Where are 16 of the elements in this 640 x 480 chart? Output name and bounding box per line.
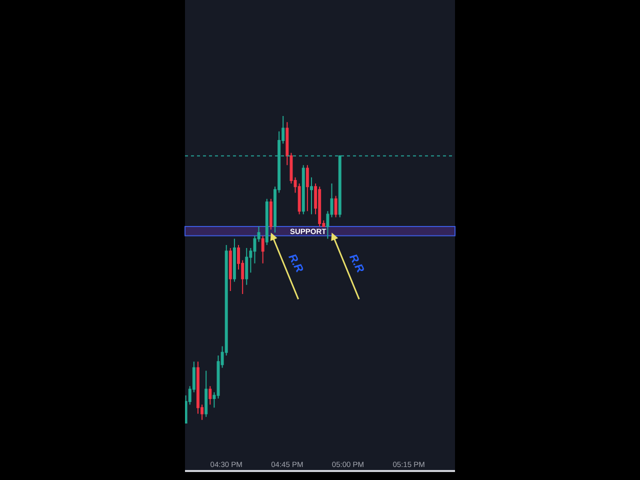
candlestick xyxy=(228,248,232,292)
candlestick xyxy=(245,248,248,286)
annotation: R.R xyxy=(346,252,366,275)
candlestick xyxy=(204,370,208,418)
candlestick xyxy=(269,198,272,230)
candlestick xyxy=(334,195,338,218)
candlestick xyxy=(208,386,212,406)
candlestick xyxy=(306,164,309,212)
candlestick xyxy=(286,122,289,166)
candlestick xyxy=(261,235,264,264)
annotation: R.R xyxy=(286,252,306,275)
candlestick xyxy=(232,238,236,282)
candlestick xyxy=(302,164,305,215)
candlestick xyxy=(265,198,268,246)
candlestick xyxy=(318,186,322,228)
candlestick xyxy=(310,176,313,215)
